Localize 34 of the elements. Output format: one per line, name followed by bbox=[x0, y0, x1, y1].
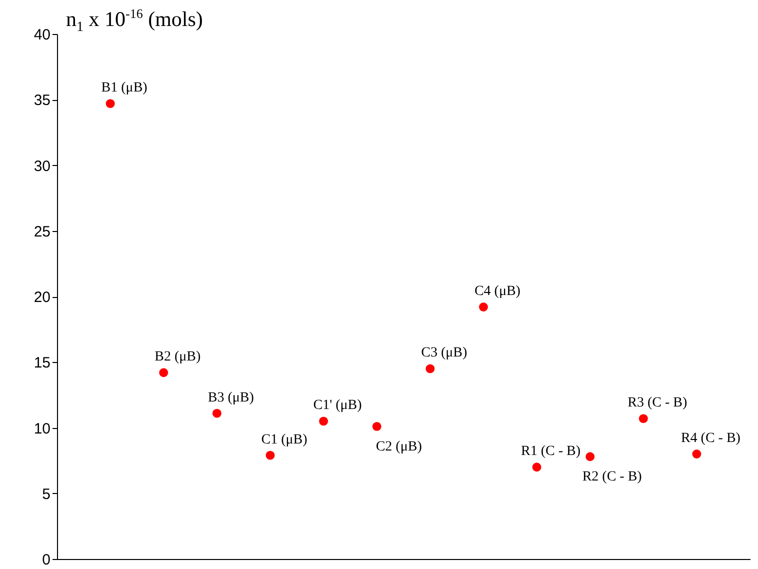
point bbox=[638, 414, 648, 424]
series-label: C1 (μB) bbox=[261, 432, 308, 448]
series-label: R4 (C - B) bbox=[680, 431, 741, 446]
point bbox=[586, 452, 595, 462]
y-axis-title: n$_{1}$ x 10$^{-16}$ (mols) bbox=[66, 6, 203, 36]
point bbox=[319, 416, 328, 426]
y-tick-label: 40 bbox=[34, 26, 50, 44]
y-tick-label: 15 bbox=[34, 354, 50, 372]
point bbox=[372, 422, 382, 431]
y-tick-label: 25 bbox=[34, 223, 50, 240]
series-label: R3 (C - B) bbox=[628, 396, 688, 411]
series-label: R2 (C - B) bbox=[582, 470, 642, 485]
series-label: C2 (μB) bbox=[376, 439, 422, 454]
series-label: C1' (μB) bbox=[313, 398, 362, 414]
point bbox=[159, 368, 168, 378]
series-label: B3 (μB) bbox=[208, 390, 254, 406]
series-label: C4 (μB) bbox=[474, 284, 521, 299]
series-label: B2 (μB) bbox=[154, 350, 201, 365]
y-tick-label: 10 bbox=[34, 420, 50, 438]
point bbox=[532, 462, 542, 472]
series-label: B1 (μB) bbox=[101, 80, 148, 96]
point bbox=[212, 408, 222, 418]
y-tick-label: 5 bbox=[42, 486, 50, 503]
point bbox=[426, 364, 435, 374]
point bbox=[478, 302, 488, 312]
point bbox=[692, 450, 702, 458]
point bbox=[266, 450, 275, 460]
point bbox=[106, 99, 115, 108]
y-tick-label: 20 bbox=[34, 289, 50, 306]
series-label: C3 (μB) bbox=[421, 346, 468, 361]
series-label: R1 (C - B) bbox=[521, 444, 581, 460]
y-tick-label: 35 bbox=[34, 92, 50, 110]
y-tick-label: 0 bbox=[42, 552, 50, 568]
y-tick-label: 30 bbox=[34, 158, 50, 175]
